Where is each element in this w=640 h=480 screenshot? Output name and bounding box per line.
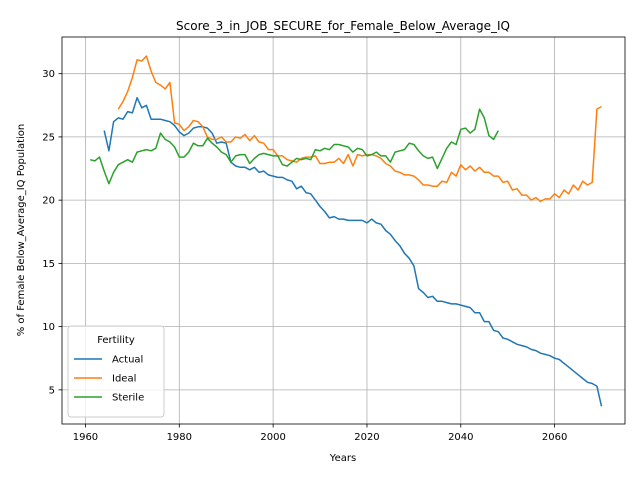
x-tick-label: 1980: [167, 432, 192, 443]
x-tick-label: 2000: [260, 432, 285, 443]
y-tick-label: 15: [42, 259, 55, 270]
x-tick-label: 2040: [448, 432, 473, 443]
y-tick-label: 25: [42, 132, 55, 143]
legend-title: Fertility: [97, 335, 135, 346]
legend-frame: [67, 325, 165, 418]
legend-label-sterile: Sterile: [112, 393, 144, 404]
series-line-sterile: [90, 108, 499, 185]
x-axis-label: Years: [329, 453, 356, 464]
y-axis-ticks: 5 10 15 20 25 30: [42, 69, 62, 396]
x-tick-label: 2020: [354, 432, 379, 443]
y-tick-label: 20: [42, 196, 55, 207]
x-tick-label: 2060: [542, 432, 567, 443]
legend-label-actual: Actual: [112, 355, 143, 366]
y-axis-label: % of Female Below_Average_IQ Population: [16, 124, 27, 337]
legend-entries: Actual Ideal Sterile: [74, 355, 144, 404]
y-tick-label: 30: [42, 69, 55, 80]
legend-label-ideal: Ideal: [112, 374, 136, 385]
legend: Fertility Actual Ideal Sterile: [67, 325, 165, 418]
series-line-ideal: [117, 55, 602, 203]
plot-area: [61, 36, 626, 425]
y-tick-label: 5: [49, 385, 55, 396]
series-line-actual: [103, 96, 603, 407]
chart-title: Score_3_in_JOB_SECURE_for_Female_Below_A…: [176, 19, 510, 33]
x-axis-ticks: 1960 1980 2000 2020 2040 2060: [73, 424, 567, 443]
x-tick-label: 1960: [73, 432, 98, 443]
y-tick-label: 10: [42, 322, 55, 333]
series-lines: [90, 55, 603, 407]
